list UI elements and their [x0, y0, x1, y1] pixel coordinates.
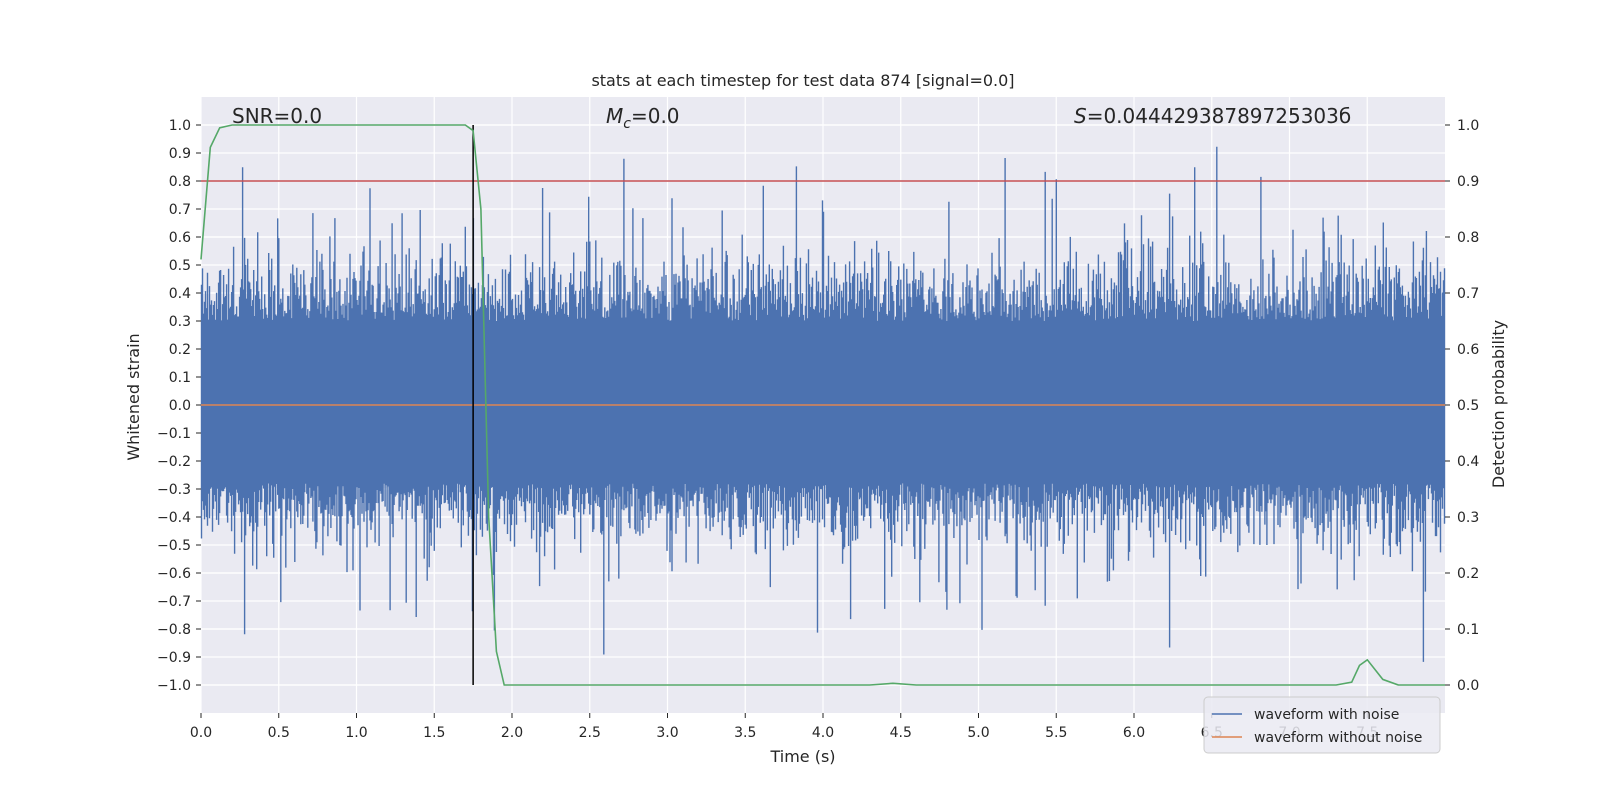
y-tick-label: 1.0 — [169, 118, 191, 134]
right-tick-label: 0.6 — [1457, 342, 1479, 358]
right-axis-label: Detection probability — [1489, 320, 1508, 488]
legend-label: waveform with noise — [1254, 707, 1399, 723]
y-tick-label: 0.3 — [169, 314, 191, 330]
right-tick-label: 0.8 — [1457, 230, 1479, 246]
chirp-mass-annotation: Mc=0.0 — [606, 104, 680, 132]
snr-annotation: SNR=0.0 — [232, 104, 322, 128]
legend-entries: waveform with noise waveform without nois… — [1212, 707, 1422, 746]
mc-symbol: M — [606, 104, 623, 128]
y-tick-label: −0.7 — [157, 594, 191, 610]
y-axis-label: Whitened strain — [124, 333, 143, 460]
y-tick-label: −0.4 — [157, 510, 191, 526]
y-tick-label: 0.9 — [169, 146, 191, 162]
y-tick-label: 0.6 — [169, 230, 191, 246]
right-tick-label: 0.2 — [1457, 566, 1479, 582]
y-tick-label: −0.5 — [157, 538, 191, 554]
mc-subscript: c — [623, 116, 631, 132]
right-tick-label: 0.3 — [1457, 510, 1479, 526]
y-tick-label: 0.0 — [169, 398, 191, 414]
s-value: =0.04442938789725303б — [1087, 104, 1352, 128]
y-tick-label: −0.9 — [157, 650, 191, 666]
mc-value: =0.0 — [631, 104, 680, 128]
s-symbol: S — [1074, 104, 1087, 128]
series-detection-probability — [200, 124, 1445, 686]
s-annotation: S=0.04442938789725303б — [1074, 104, 1351, 128]
right-tick-label: 0.5 — [1457, 398, 1479, 414]
x-tick-label: 3.5 — [734, 725, 756, 741]
right-axis-ticks: 1.0 0.9 0.8 0.7 0.6 0.5 0.4 0.3 0.2 0.1 0.0 — [1445, 118, 1479, 694]
x-tick-label: 2.5 — [579, 725, 601, 741]
y-tick-label: −0.1 — [157, 426, 191, 442]
y-tick-label: −0.6 — [157, 566, 191, 582]
y-axis-ticks: 1.0 0.9 0.8 0.7 0.6 0.5 0.4 0.3 0.2 0.1 0.0 −0.1 −0.… — [157, 118, 201, 694]
x-axis-ticks: 0.00.51.01.52.02.53.03.54.04.55.05.56.06… — [190, 713, 1378, 741]
x-tick-label: 4.5 — [890, 725, 912, 741]
legend: waveform with noise waveform without nois… — [1203, 696, 1441, 754]
x-tick-label: 1.0 — [345, 725, 367, 741]
x-tick-label: 0.0 — [190, 725, 212, 741]
chart-title: stats at each timestep for test data 874… — [591, 71, 1014, 90]
x-tick-label: 4.0 — [812, 725, 834, 741]
x-tick-label: 6.0 — [1123, 725, 1145, 741]
x-tick-label: 5.5 — [1045, 725, 1067, 741]
legend-box — [1203, 696, 1441, 754]
y-tick-label: −1.0 — [157, 678, 191, 694]
right-tick-label: 0.7 — [1457, 286, 1479, 302]
right-tick-label: 0.4 — [1457, 454, 1479, 470]
legend-label: waveform without noise — [1254, 730, 1422, 746]
y-tick-label: −0.3 — [157, 482, 191, 498]
y-tick-label: −0.8 — [157, 622, 191, 638]
y-tick-label: −0.2 — [157, 454, 191, 470]
y-tick-label: 0.2 — [169, 342, 191, 358]
x-tick-label: 2.0 — [501, 725, 523, 741]
x-tick-label: 1.5 — [423, 725, 445, 741]
right-tick-label: 0.1 — [1457, 622, 1479, 638]
x-axis-label: Time (s) — [769, 747, 835, 766]
x-tick-label: 3.0 — [656, 725, 678, 741]
x-tick-label: 5.0 — [967, 725, 989, 741]
right-tick-label: 0.0 — [1457, 678, 1479, 694]
right-tick-label: 0.9 — [1457, 174, 1479, 190]
x-tick-label: 0.5 — [268, 725, 290, 741]
y-tick-label: 0.5 — [169, 258, 191, 274]
y-tick-label: 0.8 — [169, 174, 191, 190]
y-tick-label: 0.7 — [169, 202, 191, 218]
y-tick-label: 0.4 — [169, 286, 191, 302]
right-tick-label: 1.0 — [1457, 118, 1479, 134]
y-tick-label: 0.1 — [169, 370, 191, 386]
